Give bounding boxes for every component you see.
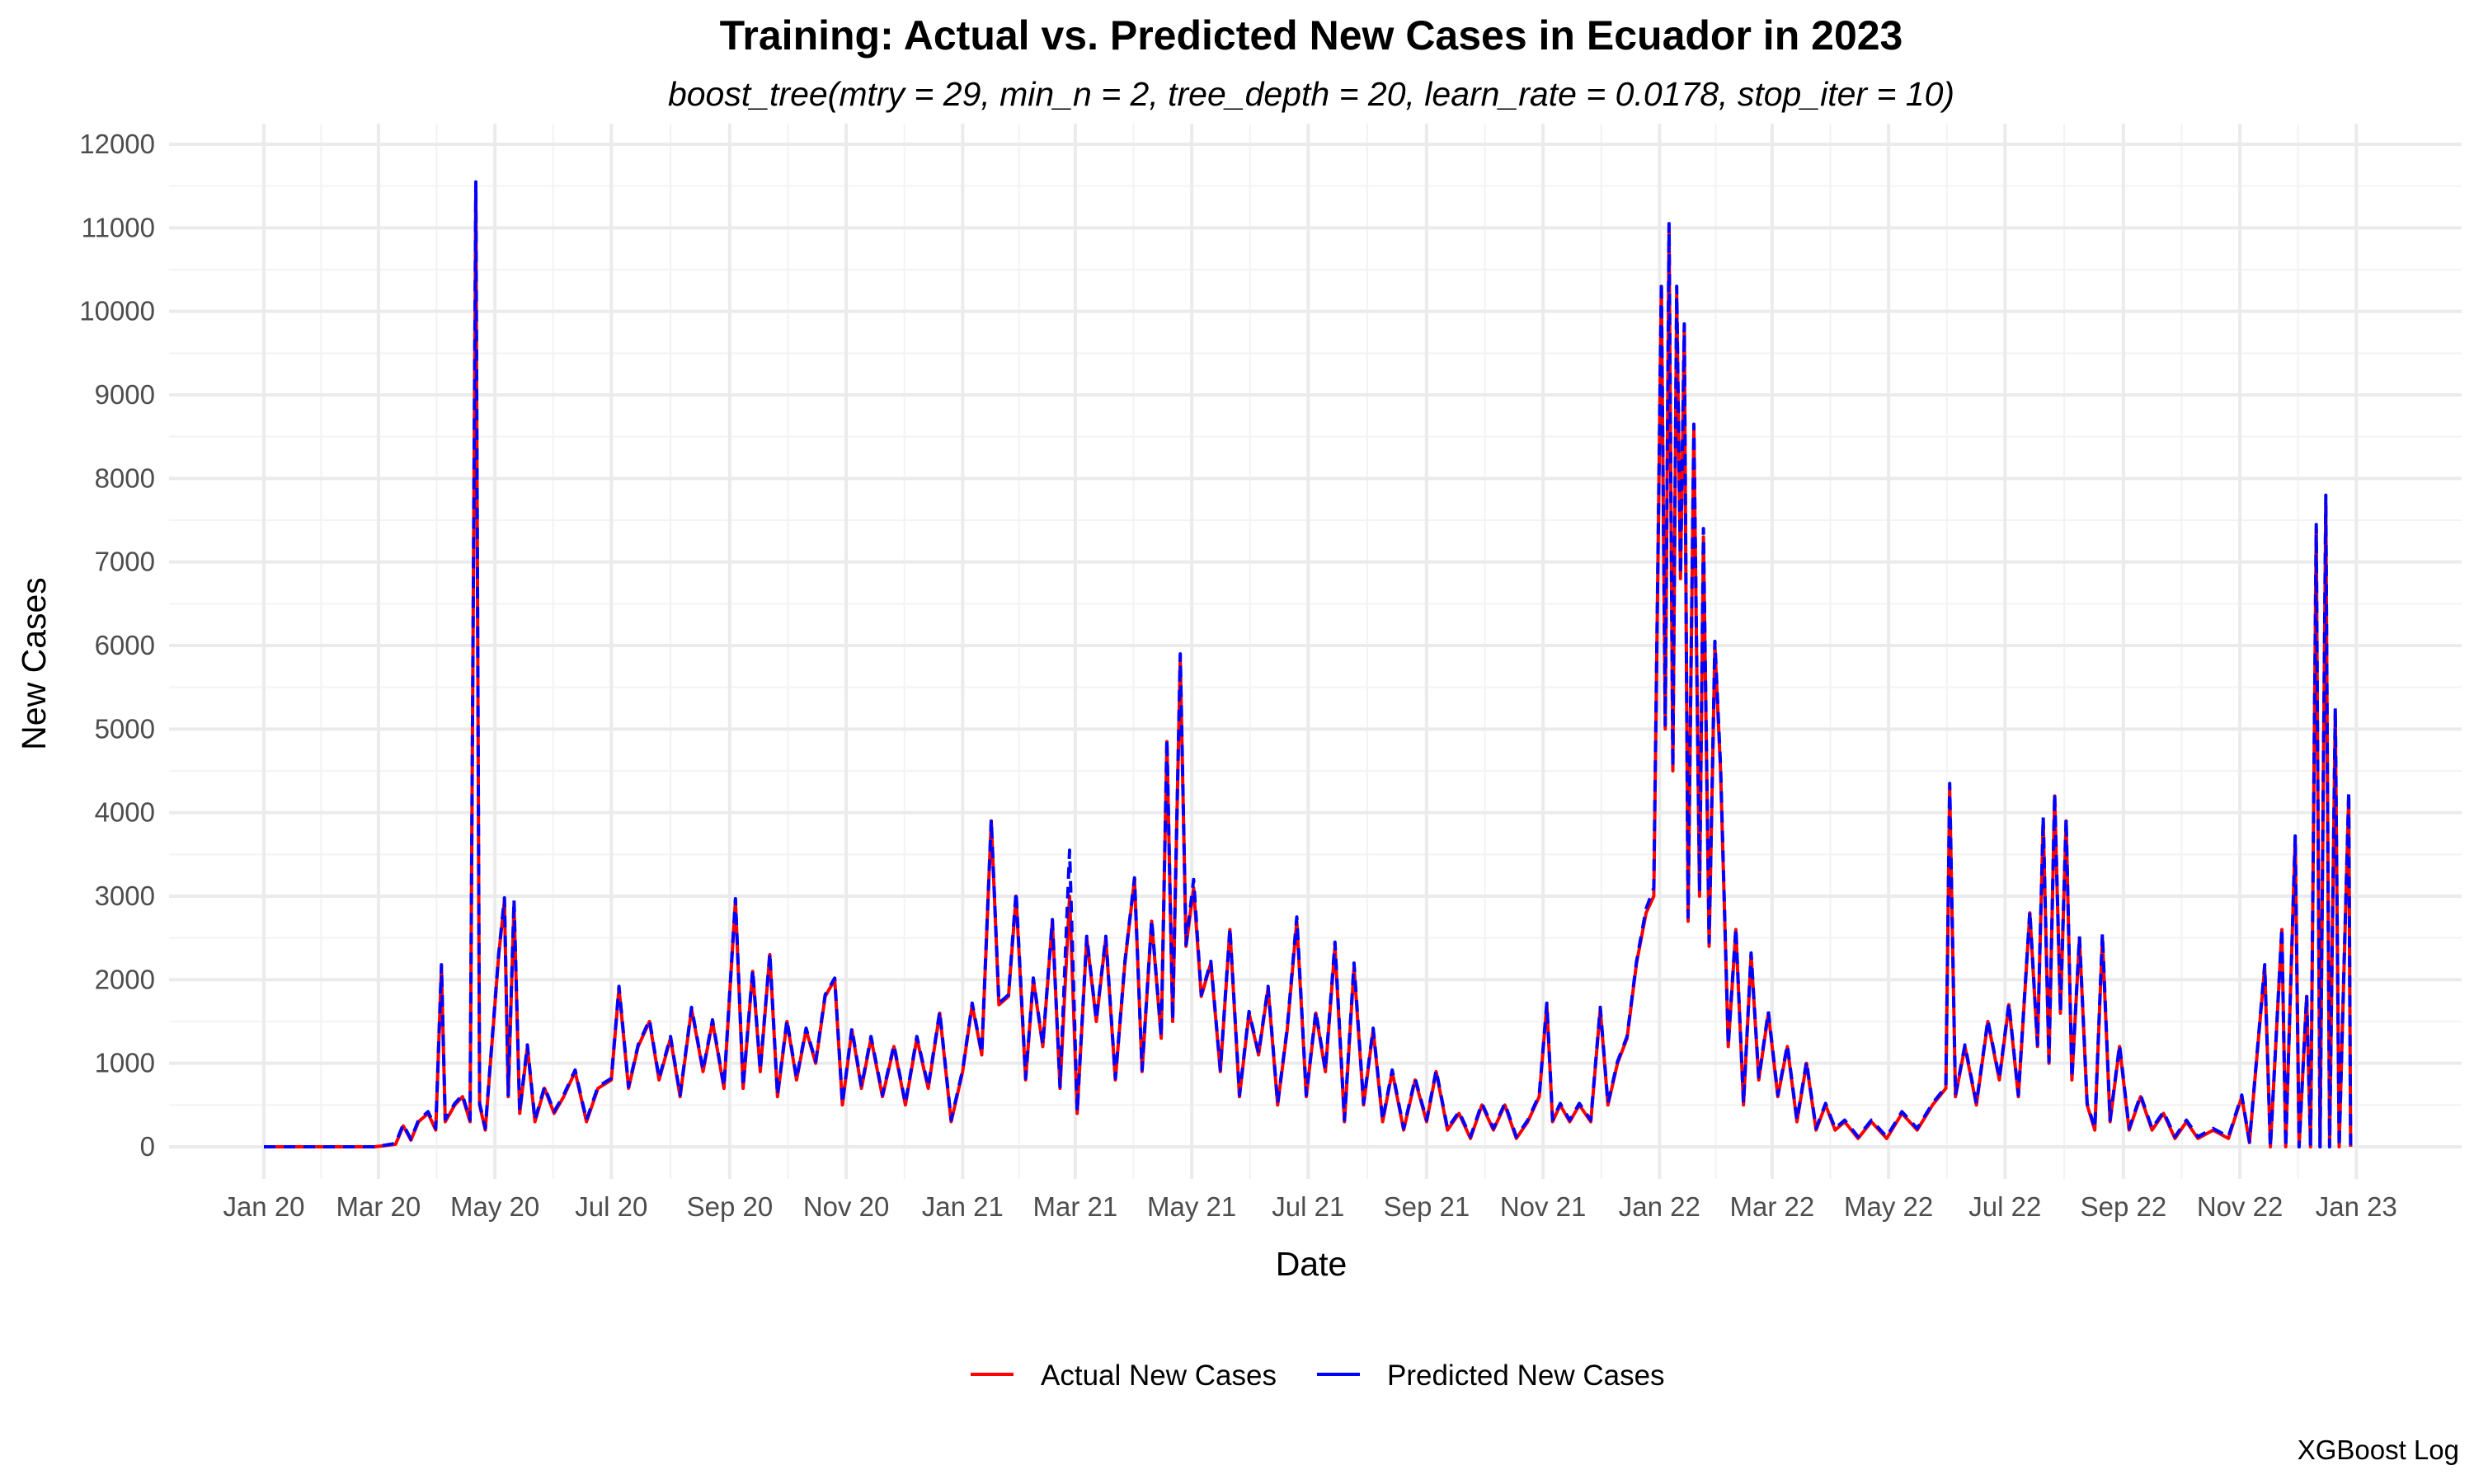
y-tick-label: 12000 (79, 129, 155, 159)
x-tick-label: Mar 21 (1033, 1191, 1118, 1222)
y-tick-label: 0 (140, 1131, 155, 1162)
x-tick-label: Jan 23 (2316, 1191, 2397, 1222)
y-tick-label: 11000 (82, 212, 155, 242)
x-tick-label: May 21 (1147, 1191, 1236, 1222)
x-tick-label: May 22 (1844, 1191, 1933, 1222)
x-tick-label: Jul 20 (575, 1191, 647, 1222)
x-tick-label: Mar 20 (336, 1191, 421, 1222)
y-tick-label: 7000 (95, 547, 155, 577)
x-tick-label: Jan 20 (223, 1191, 304, 1222)
series-layer (264, 180, 2353, 1148)
y-tick-label: 5000 (95, 713, 155, 744)
grid-layer (169, 124, 2462, 1179)
legend: Actual New Cases Predicted New Cases (971, 1360, 1665, 1392)
x-tick-label: Sep 20 (687, 1191, 774, 1222)
y-tick-label: 1000 (95, 1048, 155, 1078)
legend-label-actual: Actual New Cases (1041, 1360, 1277, 1392)
chart-caption: XGBoost Log (2298, 1435, 2459, 1465)
y-tick-label: 6000 (95, 630, 155, 660)
x-tick-label: Jan 21 (922, 1191, 1004, 1222)
x-tick-label: Jul 22 (1968, 1191, 2041, 1222)
y-tick-label: 3000 (95, 881, 155, 911)
y-tick-label: 4000 (95, 797, 155, 828)
y-tick-label: 2000 (95, 964, 155, 994)
x-tick-label: Sep 21 (1384, 1191, 1470, 1222)
legend-label-predicted: Predicted New Cases (1387, 1360, 1665, 1392)
y-tick-label: 8000 (95, 463, 155, 493)
chart-title: Training: Actual vs. Predicted New Cases… (720, 12, 1903, 59)
series-line-predicted (264, 180, 2353, 1148)
y-tick-label: 9000 (95, 379, 155, 410)
x-axis-title: Date (1276, 1245, 1348, 1283)
x-tick-label: Jul 21 (1272, 1191, 1344, 1222)
x-tick-label: Nov 21 (1500, 1191, 1587, 1222)
x-tick-label: Nov 22 (2197, 1191, 2284, 1222)
x-tick-label: Mar 22 (1730, 1191, 1815, 1222)
y-tick-label: 10000 (79, 296, 155, 326)
x-tick-label: Sep 22 (2081, 1191, 2167, 1222)
x-tick-label: Nov 20 (803, 1191, 890, 1222)
x-tick-label: May 20 (450, 1191, 539, 1222)
y-axis-ticks: 0 1000 2000 3000 4000 5000 6000 7000 8000 9000 100… (79, 129, 155, 1162)
x-axis-ticks: Jan 20 Mar 20 May 20 Jul 20 Sep 20 Nov 20 Jan … (223, 1191, 2396, 1222)
x-tick-label: Jan 22 (1619, 1191, 1700, 1222)
chart-subtitle: boost_tree(mtry = 29, min_n = 2, tree_de… (668, 75, 1954, 113)
y-axis-title: New Cases (15, 577, 53, 750)
